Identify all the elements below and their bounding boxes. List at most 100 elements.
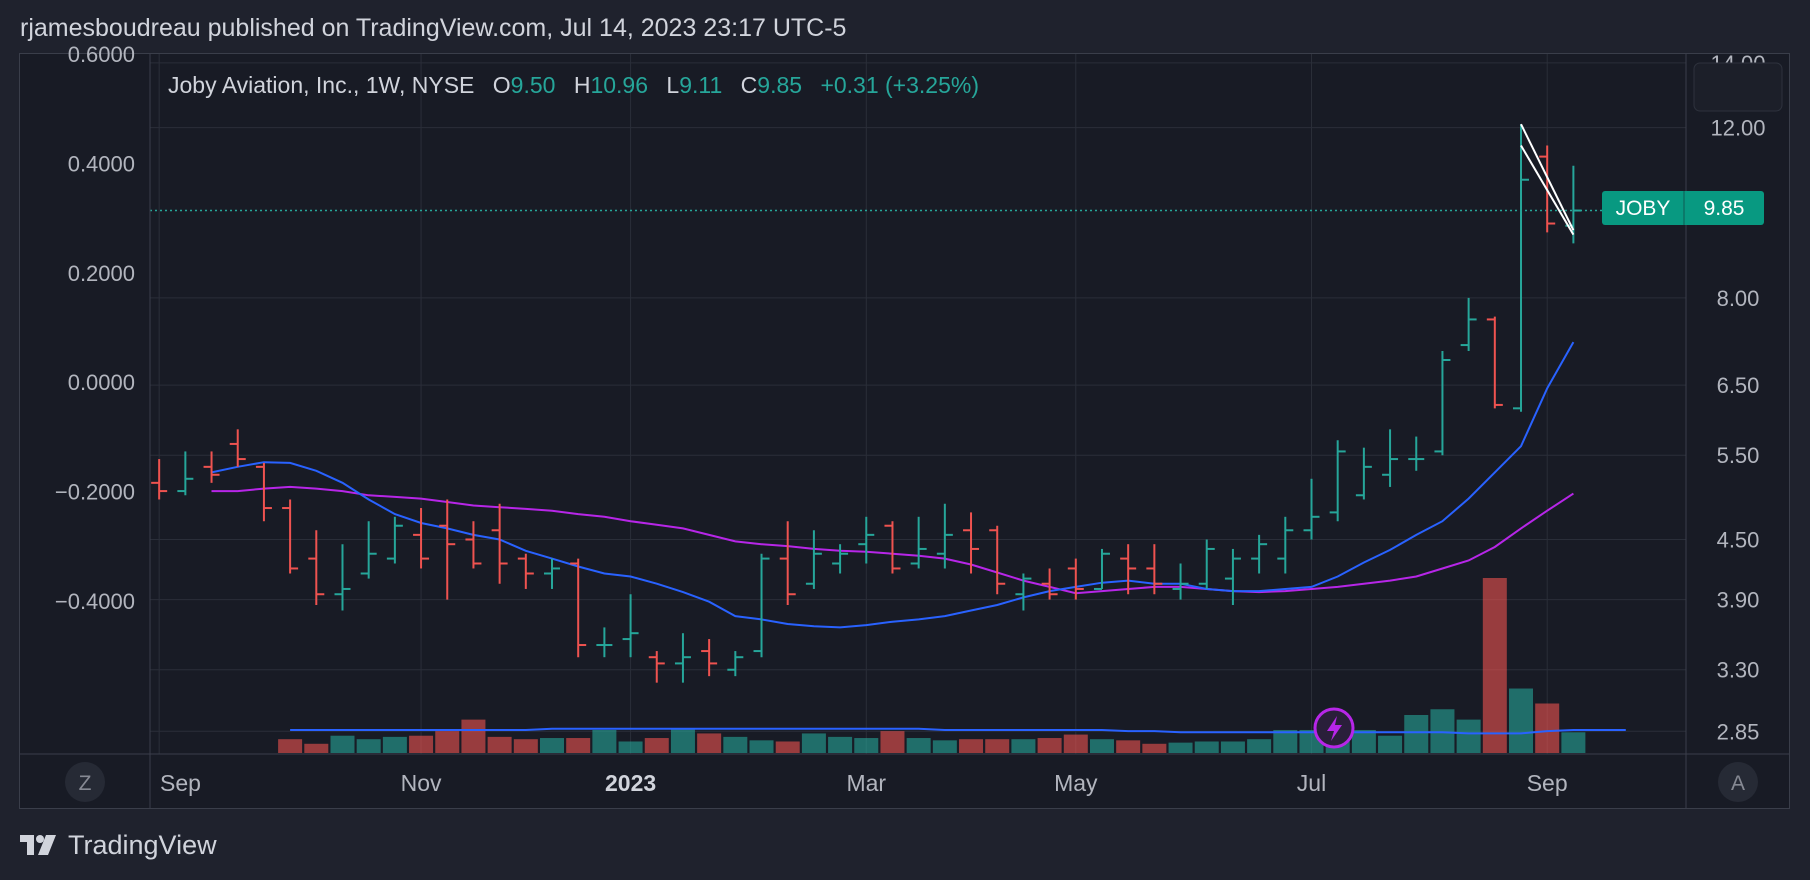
legend-close-value: 9.85 — [757, 72, 802, 98]
ohlc-bar — [151, 459, 168, 500]
auto-scale-button[interactable]: A — [1718, 762, 1758, 802]
ohlc-bar — [1198, 539, 1215, 589]
volume-bar — [513, 739, 538, 753]
volume-bar — [487, 736, 512, 753]
volume-bar — [880, 731, 905, 753]
time-axis-tick: May — [1054, 770, 1098, 796]
right-axis-tick: 3.90 — [1717, 588, 1760, 613]
volume-bar — [566, 738, 591, 753]
price-tag-price: 9.85 — [1704, 197, 1745, 220]
ohlc-bar — [1434, 350, 1451, 456]
legend-change: +0.31 (+3.25%) — [820, 72, 979, 98]
ohlc-bar — [386, 516, 403, 564]
volume-bar — [1273, 729, 1298, 753]
axis-lines — [20, 54, 1789, 808]
footer: TradingView — [20, 830, 217, 860]
volume-bar — [1509, 688, 1534, 753]
scale-widget[interactable] — [1693, 62, 1783, 112]
volume-bar — [1142, 743, 1167, 753]
volume-bar — [723, 736, 748, 753]
legend: Joby Aviation, Inc., 1W, NYSE O9.50 H10.… — [168, 72, 979, 98]
left-axis-tick: −0.4000 — [55, 589, 135, 614]
volume-bar — [1561, 732, 1586, 753]
ohlc-bar — [570, 558, 587, 658]
legend-high-label: H — [574, 72, 591, 98]
time-axis-tick: Mar — [846, 770, 886, 796]
right-axis-tick: 2.85 — [1717, 719, 1760, 744]
ohlc-bar — [517, 553, 534, 589]
volume-bar — [670, 728, 695, 753]
volume-bar — [775, 741, 800, 753]
ohlc-bar — [1382, 429, 1399, 487]
auto-scale-button-bg — [1718, 762, 1758, 802]
right-axis-tick: 5.50 — [1717, 443, 1760, 468]
volume-bar — [435, 731, 460, 753]
volume-bar — [1116, 740, 1141, 753]
ohlc-bar — [1408, 436, 1425, 471]
time-axis-tick: Sep — [160, 770, 201, 796]
ohlc-bar — [308, 530, 325, 606]
ohlc-bar — [334, 544, 351, 611]
legend-high-value: 10.96 — [590, 72, 648, 98]
ohlc-bar — [465, 521, 482, 569]
trend-drawing — [1520, 123, 1575, 236]
volume-bar — [1430, 709, 1455, 753]
legend-close-label: C — [741, 72, 758, 98]
legend-low-value: 9.11 — [679, 72, 722, 98]
ohlc-bar — [753, 553, 770, 658]
left-axis-tick: 0.4000 — [68, 151, 135, 176]
volume-bar — [618, 741, 643, 753]
ohlc-bar — [622, 594, 639, 658]
ohlc-bar — [1093, 548, 1110, 590]
ohlc-bar — [805, 530, 822, 589]
volume-bar — [1456, 719, 1481, 753]
ohlc-bar — [674, 633, 691, 683]
volume-bar — [932, 740, 957, 753]
ohlc-bar — [1277, 516, 1294, 574]
right-axis-tick: 8.00 — [1717, 286, 1760, 311]
ohlc-bar — [177, 451, 194, 496]
ohlc-bar — [1120, 544, 1137, 595]
left-axis-tick: 0.0000 — [68, 370, 135, 395]
time-axis-tick: Nov — [401, 770, 442, 796]
volume-bar — [1535, 703, 1560, 753]
ohlc-bar — [701, 639, 718, 677]
volume-bar — [854, 738, 879, 753]
footer-brand: TradingView — [68, 829, 217, 860]
ohlc-bar — [648, 651, 665, 683]
axis-button-left-label: Z — [79, 772, 92, 795]
volume-bar — [828, 736, 853, 753]
volume-bar — [461, 719, 486, 753]
left-axis: 0.6000 0.4000 0.2000 0.0000 −0.2000 −0.4000 — [55, 42, 135, 614]
right-price-axis: 14.0012.008.006.505.504.503.903.302.85 — [1710, 51, 1765, 744]
time-axis: Sep Nov 2023 Mar May Jul Sep — [160, 770, 1568, 796]
volume-bar — [959, 739, 984, 753]
publish-header: rjamesboudreau published on TradingView.… — [20, 14, 847, 42]
ohlc-bar — [203, 451, 220, 483]
volume-bar — [1404, 715, 1429, 753]
trend-line-upper — [1520, 123, 1575, 231]
volume-bar — [1247, 739, 1272, 753]
ohlc-bar — [282, 499, 299, 574]
zoom-button-left[interactable]: Z — [65, 762, 105, 802]
chart-grid — [150, 54, 1686, 754]
legend-open-value: 9.50 — [511, 72, 556, 98]
volume-bar — [1351, 729, 1376, 753]
tradingview-logo-icon — [20, 833, 60, 857]
ohlc-bar — [1224, 548, 1241, 606]
flash-icon[interactable] — [1313, 707, 1355, 749]
volume-bar — [382, 736, 407, 753]
price-tag: JOBY 9.85 — [1602, 191, 1764, 225]
volume-bar — [278, 739, 303, 753]
volume-bar — [1089, 739, 1114, 753]
ohlc-bar — [963, 512, 980, 574]
volume-bar — [409, 735, 434, 753]
ohlc-bar — [1486, 316, 1503, 409]
volume-bar — [1168, 742, 1193, 753]
volume-bar — [644, 738, 669, 753]
ohlc-bar — [1041, 568, 1058, 600]
time-axis-tick: 2023 — [605, 770, 656, 796]
right-axis-tick: 4.50 — [1717, 527, 1760, 552]
ohlc-bar — [1146, 544, 1163, 595]
